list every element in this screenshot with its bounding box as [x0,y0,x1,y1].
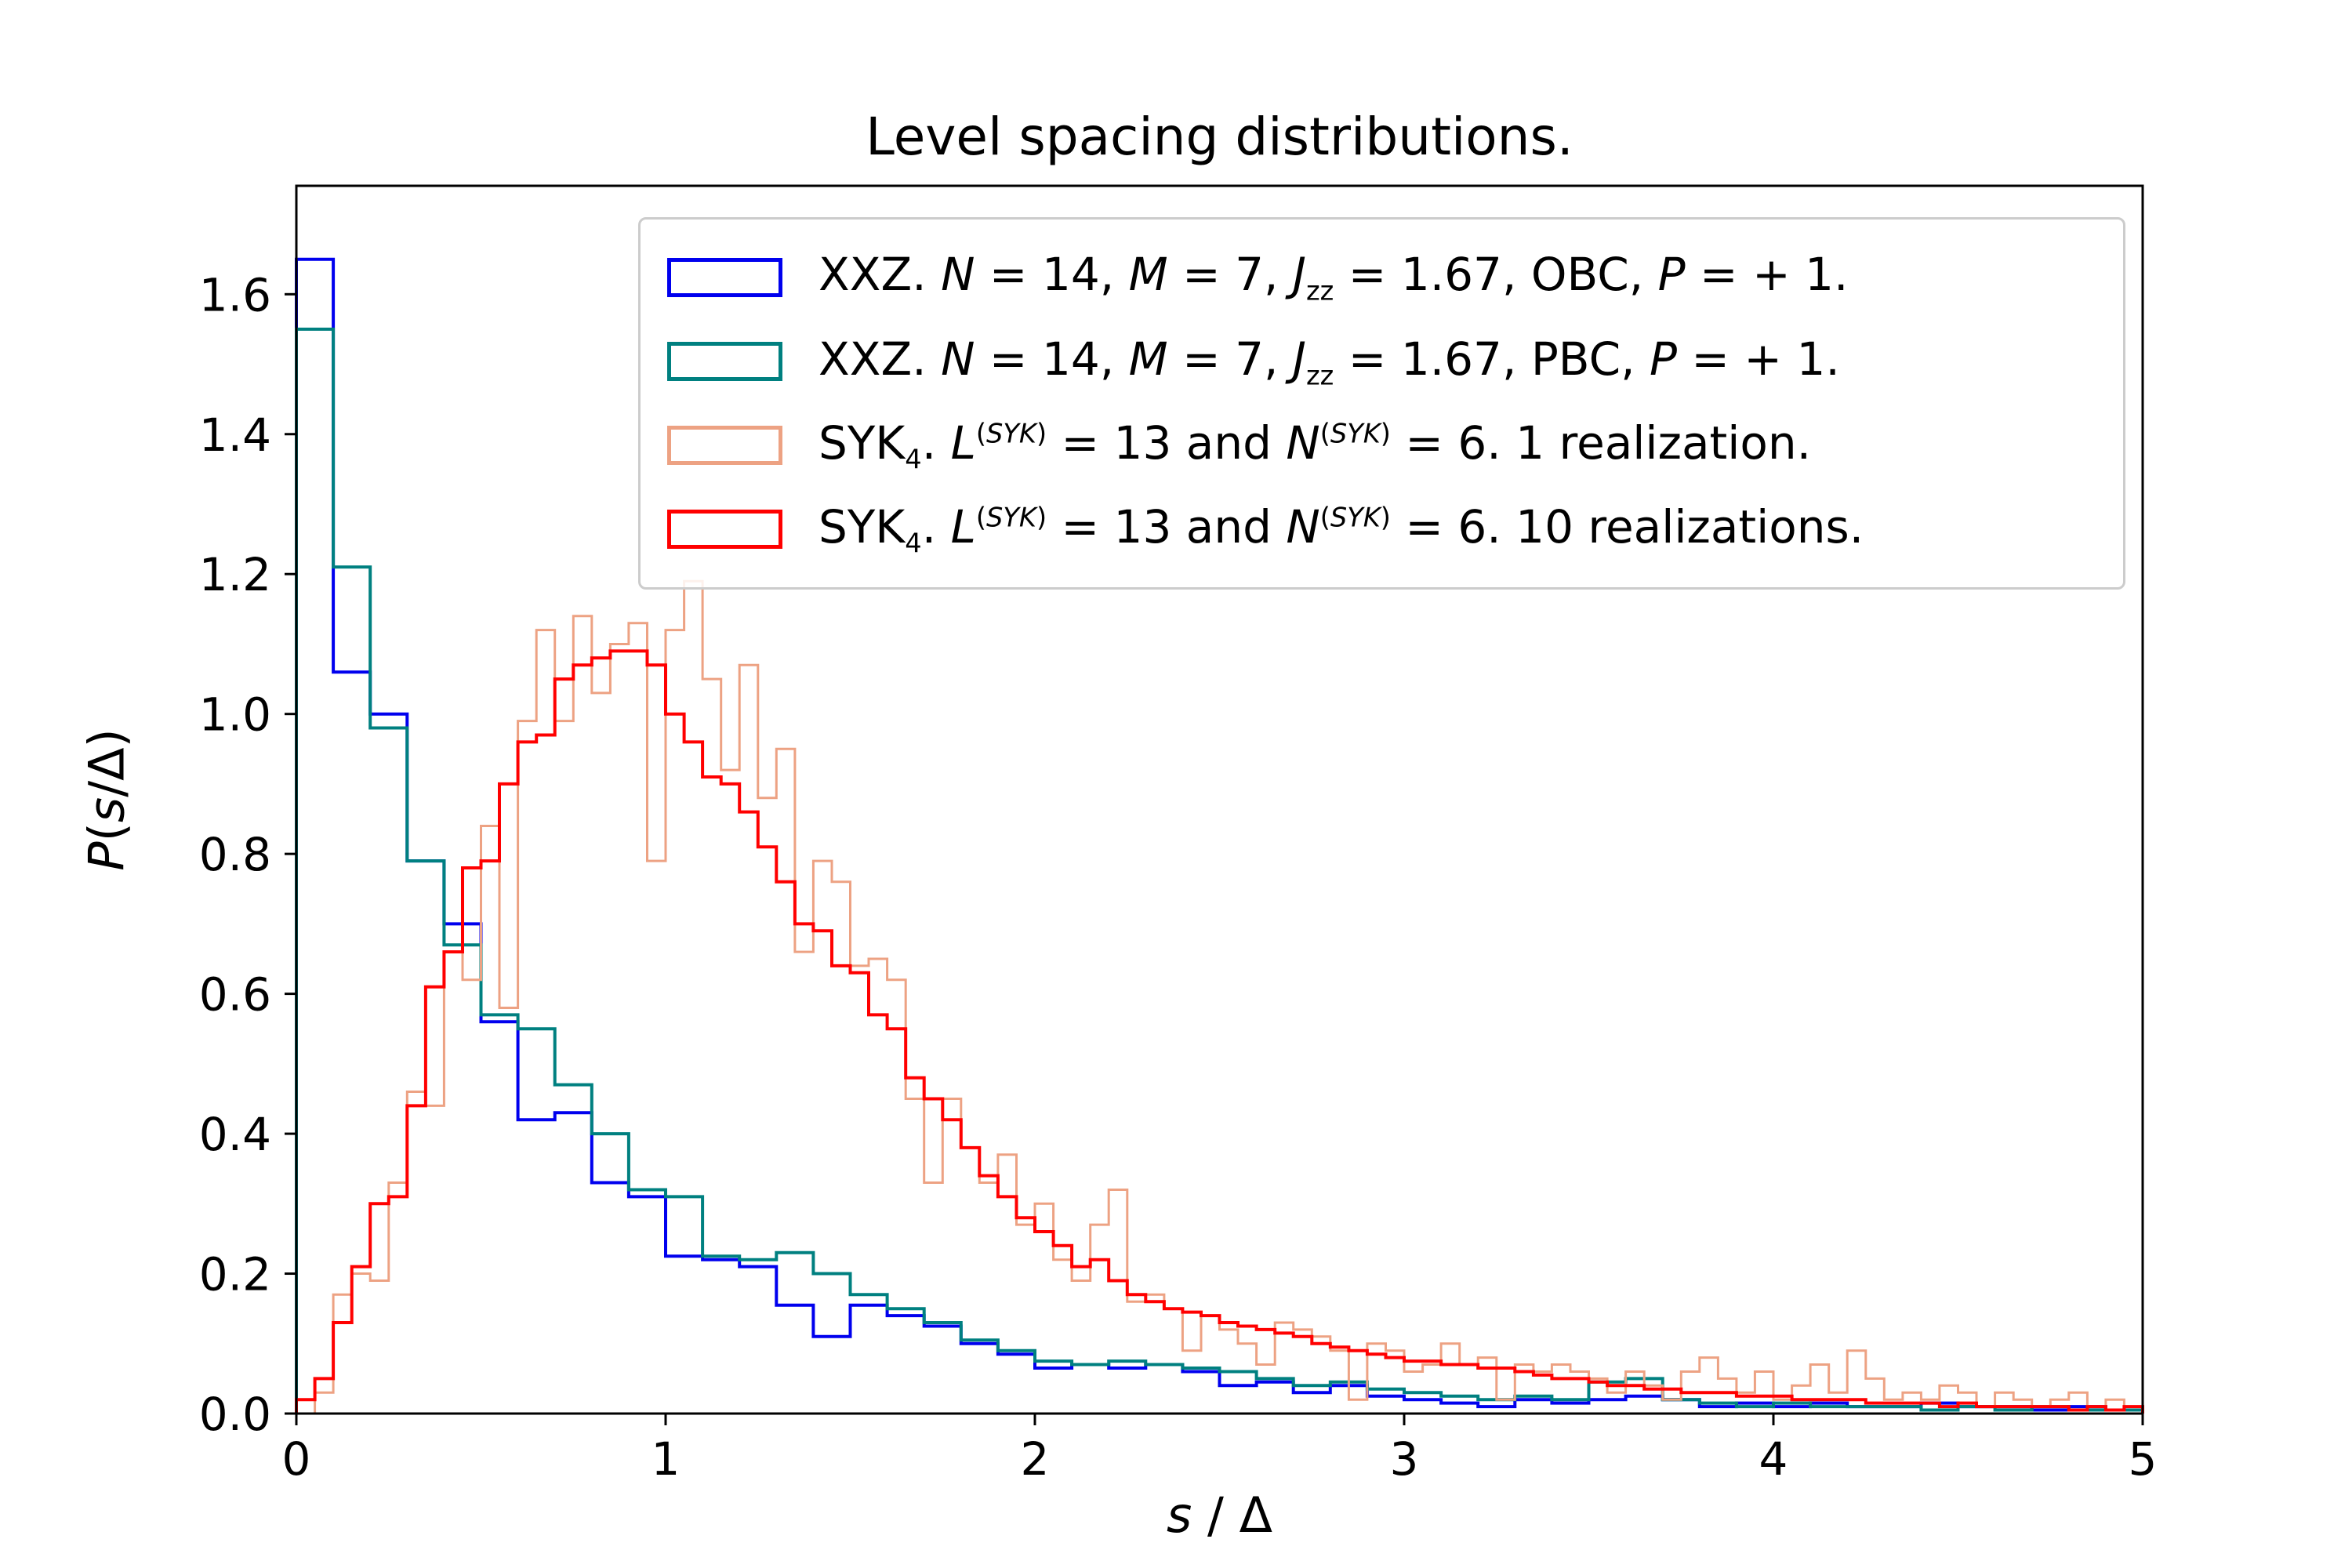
x-tick-label: 4 [1759,1432,1788,1486]
legend-label-syk-10-realizations: SYK4. L(SYK) = 13 and N(SYK) = 6. 10 rea… [818,500,1864,559]
y-tick-label: 1.0 [199,688,271,742]
legend-item-syk-10-realizations: SYK4. L(SYK) = 13 and N(SYK) = 6. 10 rea… [667,500,2096,559]
y-axis-label: P(s/Δ) [78,728,136,871]
series-xxz-pbc [295,327,2144,1414]
legend-swatch-xxz-obc [667,257,782,297]
legend-item-syk-1-realization: SYK4. L(SYK) = 13 and N(SYK) = 6. 1 real… [667,416,2096,475]
series-syk-1-realization [296,579,2144,1415]
y-tick-label: 1.2 [199,548,271,601]
x-tick-label: 2 [1021,1432,1050,1486]
series-syk-10-realizations [295,649,2144,1414]
legend-label-syk-1-realization: SYK4. L(SYK) = 13 and N(SYK) = 6. 1 real… [818,416,1812,475]
y-tick-label: 0.0 [199,1388,271,1441]
y-tick-label: 0.4 [199,1108,271,1161]
legend-label-xxz-obc: XXZ. N = 14, M = 7, Jzz = 1.67, OBC, P =… [818,248,1849,307]
y-tick-label: 0.2 [199,1248,271,1301]
y-tick-label: 1.6 [199,268,271,321]
y-tick-label: 0.8 [199,828,271,881]
x-tick-label: 5 [2129,1432,2158,1486]
legend: XXZ. N = 14, M = 7, Jzz = 1.67, OBC, P =… [638,217,2125,590]
x-tick-label: 3 [1390,1432,1419,1486]
legend-swatch-syk-1-realization [667,426,782,466]
legend-swatch-xxz-pbc [667,341,782,381]
chart-title: Level spacing distributions. [866,107,1573,167]
legend-item-xxz-obc: XXZ. N = 14, M = 7, Jzz = 1.67, OBC, P =… [667,248,2096,307]
axes-box [295,184,2144,1415]
legend-label-xxz-pbc: XXZ. N = 14, M = 7, Jzz = 1.67, PBC, P =… [818,332,1840,391]
x-axis-label: s / Δ [1166,1486,1273,1544]
y-tick-label: 0.6 [199,968,271,1022]
legend-swatch-syk-10-realizations [667,510,782,550]
x-tick-label: 0 [282,1432,311,1486]
legend-item-xxz-pbc: XXZ. N = 14, M = 7, Jzz = 1.67, PBC, P =… [667,332,2096,391]
x-tick-label: 1 [652,1432,681,1486]
y-tick-label: 1.4 [199,408,271,462]
